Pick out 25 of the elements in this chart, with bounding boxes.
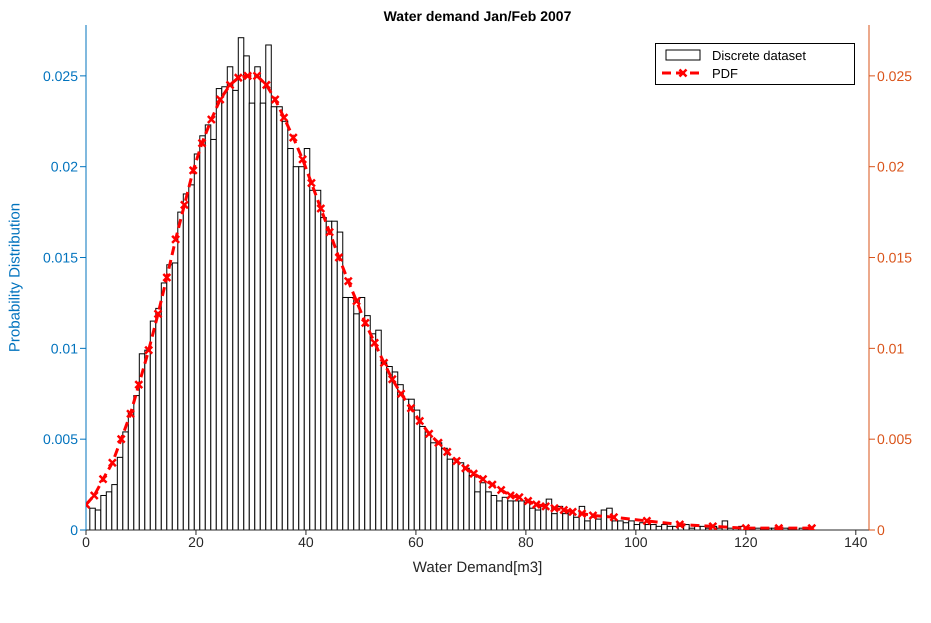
x-tick-label: 140 <box>844 534 868 550</box>
x-tick-label: 80 <box>518 534 534 550</box>
x-tick-label: 20 <box>188 534 204 550</box>
x-tick-label: 40 <box>298 534 314 550</box>
y2-tick-label: 0.005 <box>877 431 912 448</box>
x-tick-label: 120 <box>734 534 758 550</box>
y-tick-label: 0.02 <box>50 158 78 175</box>
legend-label: PDF <box>712 66 738 80</box>
y-tick-label: 0.01 <box>50 340 78 356</box>
x-tick-label: 0 <box>82 534 90 550</box>
legend-label: Discrete dataset <box>712 48 806 62</box>
y-tick-label: 0.005 <box>42 431 78 448</box>
y-axis-title: Probability Distribution <box>6 202 24 352</box>
y2-tick-label: 0.025 <box>877 68 912 84</box>
x-tick-label: 60 <box>408 534 424 550</box>
y2-tick-label: 0 <box>877 522 885 538</box>
x-tick-label: 100 <box>624 534 648 550</box>
y-tick-label: 0 <box>70 522 78 538</box>
y2-tick-label: 0.015 <box>877 249 912 266</box>
y-tick-label: 0.025 <box>42 68 78 84</box>
y2-tick-label: 0.02 <box>877 158 904 175</box>
y-tick-label: 0.015 <box>42 249 78 266</box>
y2-tick-label: 0.01 <box>877 340 904 356</box>
chart-title: Water demand Jan/Feb 2007 <box>382 8 572 24</box>
x-axis-title: Water Demand[m3] <box>412 559 542 576</box>
